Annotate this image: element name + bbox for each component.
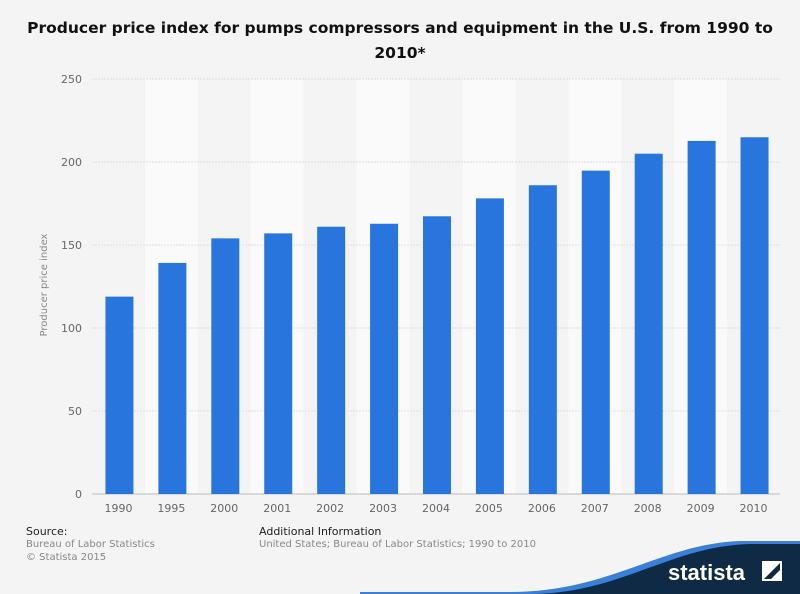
y-tick-label: 0 [75, 488, 82, 501]
x-tick-label: 2000 [210, 502, 238, 515]
source-label: Source: [26, 525, 68, 538]
x-tick-label: 2001 [263, 502, 291, 515]
x-tick-label: 2009 [687, 502, 715, 515]
x-tick-label: 2003 [369, 502, 397, 515]
bar-2007 [581, 170, 610, 494]
logo-text: statista [668, 560, 746, 585]
additional-info-label: Additional Information [259, 525, 382, 538]
bar-2001 [264, 233, 293, 494]
chart-title: Producer price index for pumps compresso… [27, 19, 773, 62]
copyright: © Statista 2015 [26, 552, 107, 563]
x-tick-label: 2004 [422, 502, 450, 515]
bar-1990 [105, 296, 134, 494]
source-text: Bureau of Labor Statistics [26, 539, 155, 550]
bar-1995 [158, 262, 187, 494]
bar-2004 [423, 216, 451, 495]
y-tick-label: 100 [61, 322, 82, 335]
bar-2005 [475, 198, 504, 494]
additional-info-text: United States; Bureau of Labor Statistic… [259, 539, 536, 550]
statista-logo: statista [360, 541, 800, 594]
x-tick-label: 2005 [475, 502, 503, 515]
x-tick-label: 2008 [634, 502, 662, 515]
y-tick-label: 150 [61, 239, 82, 252]
x-tick-label: 2007 [581, 502, 609, 515]
x-tick-label: 1990 [104, 502, 132, 515]
y-tick-label: 50 [68, 405, 82, 418]
y-tick-label: 250 [61, 73, 82, 86]
bar-2010 [740, 137, 769, 495]
x-tick-label: 2002 [316, 502, 344, 515]
x-tick-label: 2010 [740, 502, 768, 515]
additional-info-block: Additional Information United States; Bu… [259, 525, 536, 551]
x-tick-label: 1995 [157, 502, 185, 515]
source-block: Source: Bureau of Labor Statistics © Sta… [26, 525, 155, 564]
bar-2002 [317, 226, 346, 495]
y-axis-label: Producer price index [39, 233, 50, 336]
y-tick-label: 200 [61, 156, 82, 169]
bar-2003 [370, 223, 399, 494]
x-tick-label: 2006 [528, 502, 556, 515]
bar-2006 [528, 185, 557, 495]
bar-2009 [687, 140, 716, 494]
bar-2008 [634, 153, 663, 494]
bar-2000 [211, 238, 240, 494]
